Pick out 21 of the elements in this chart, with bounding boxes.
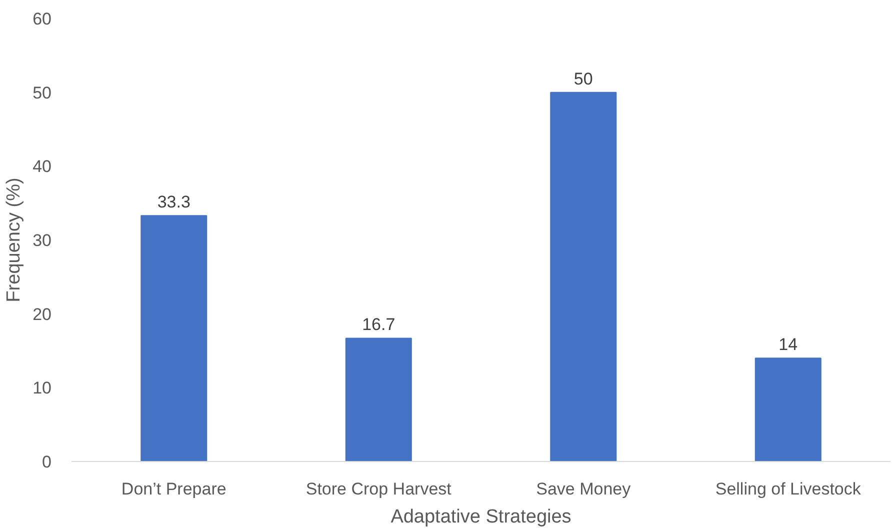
bar (345, 338, 412, 462)
bar (140, 215, 208, 462)
x-tick-label: Don’t Prepare (121, 480, 226, 498)
x-tick-label: Selling of Livestock (715, 480, 862, 498)
y-tick-label: 30 (32, 231, 52, 250)
data-label: 50 (574, 69, 593, 88)
data-label: 16.7 (362, 315, 396, 334)
y-tick-label: 60 (32, 10, 52, 28)
x-tick-label: Store Crop Harvest (306, 480, 452, 498)
y-tick-label: 10 (32, 378, 52, 398)
y-tick-label: 40 (32, 157, 52, 176)
y-axis-title: Frequency (%) (4, 178, 25, 302)
y-tick-label: 20 (32, 304, 52, 324)
data-label: 14 (778, 335, 798, 354)
x-tick-label: Save Money (536, 480, 632, 498)
bar (754, 358, 822, 462)
bar (550, 92, 617, 462)
y-tick-label: 0 (42, 452, 52, 472)
x-axis-title: Adaptative Strategies (390, 506, 572, 528)
y-tick-label: 50 (32, 83, 52, 102)
data-label: 33.3 (157, 192, 190, 212)
